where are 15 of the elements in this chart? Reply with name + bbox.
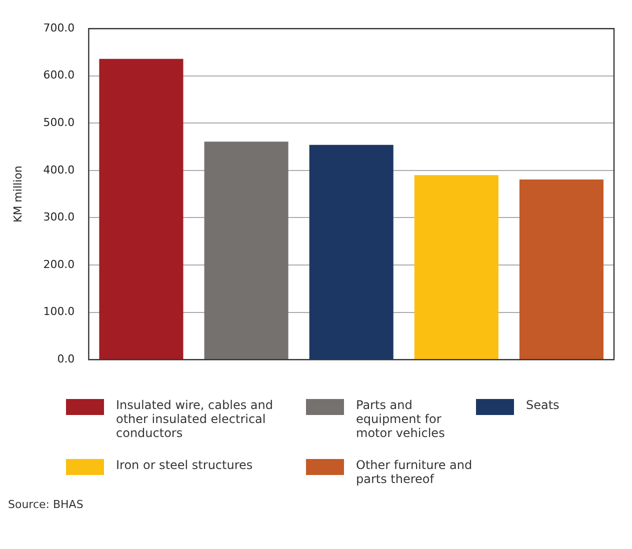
- legend-label: Insulated wire, cables and other insulated electrical conductors: [116, 398, 274, 440]
- legend-label: Iron or steel structures: [116, 458, 253, 472]
- legend-label: Seats: [526, 398, 560, 412]
- y-tick-label: 400.0: [43, 163, 75, 176]
- y-tick-label: 600.0: [43, 68, 75, 82]
- y-tick-label: 300.0: [43, 210, 75, 224]
- y-tick-label: 700.0: [43, 21, 75, 34]
- source-note: Source: BHAS: [8, 498, 84, 511]
- y-tick-label: 500.0: [43, 116, 75, 130]
- y-tick-label: 100.0: [43, 305, 75, 318]
- legend-label: Other furniture and parts thereof: [356, 458, 474, 486]
- y-tick-label: 200.0: [43, 258, 75, 271]
- y-tick-label: 0.0: [57, 352, 75, 366]
- y-axis-title: KM million: [11, 166, 24, 223]
- legend-label: Parts and equipment for motor vehicles: [356, 398, 446, 440]
